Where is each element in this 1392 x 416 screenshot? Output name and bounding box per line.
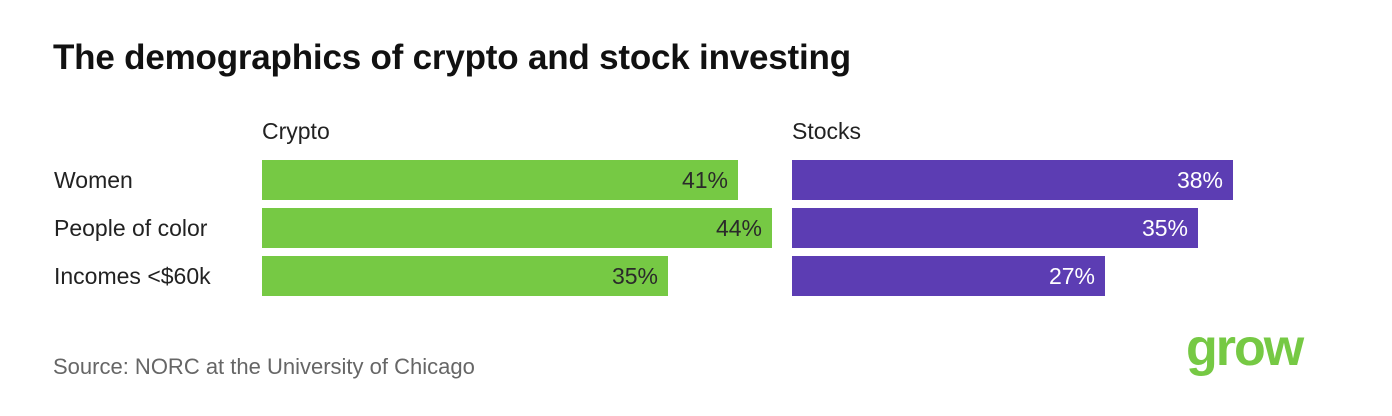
- category-label: Incomes <$60k: [54, 263, 211, 289]
- category-label: People of color: [54, 215, 208, 241]
- bar-value-label: 44%: [715, 215, 762, 241]
- bar-value-label: 27%: [1048, 263, 1095, 289]
- bar-crypto: [262, 208, 772, 248]
- category-label: Women: [54, 167, 133, 193]
- bar-crypto: [262, 160, 738, 200]
- bar-value-label: 35%: [611, 263, 658, 289]
- panel-title-stocks: Stocks: [792, 118, 862, 144]
- bar-stocks: [792, 160, 1233, 200]
- grow-logo: grow: [1186, 319, 1304, 377]
- bar-value-label: 41%: [681, 167, 728, 193]
- bar-value-label: 38%: [1176, 167, 1223, 193]
- bar-stocks: [792, 256, 1105, 296]
- panel-title-crypto: Crypto: [262, 118, 330, 144]
- source-note: Source: NORC at the University of Chicag…: [53, 354, 475, 379]
- bar-crypto: [262, 256, 668, 296]
- bar-stocks: [792, 208, 1198, 248]
- bar-value-label: 35%: [1141, 215, 1188, 241]
- chart-title: The demographics of crypto and stock inv…: [53, 38, 851, 77]
